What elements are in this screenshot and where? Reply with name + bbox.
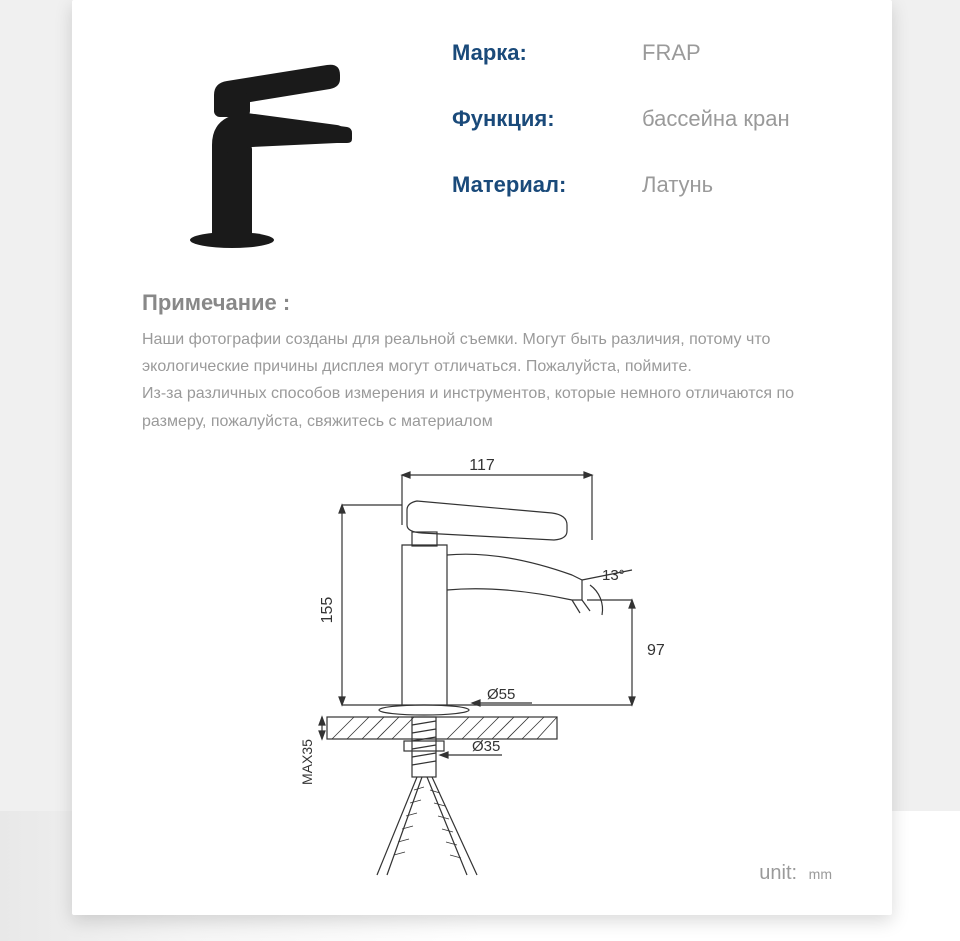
unit-value: mm — [809, 866, 832, 882]
dim-117: 117 — [469, 457, 495, 474]
spec-label-brand: Марка: — [452, 40, 642, 66]
spec-value-material: Латунь — [642, 172, 713, 198]
dim-max35: MAX35 — [299, 739, 315, 785]
note-section: Примечание : Наши фотографии созданы для… — [72, 280, 892, 435]
product-image: Frap — [152, 20, 412, 270]
dimension-diagram: 117 13° — [272, 455, 692, 895]
product-card: Frap Марка: FRAP Функция: бассейна кран … — [72, 0, 892, 915]
dim-o35: Ø35 — [472, 738, 500, 755]
brand-mark: Frap — [227, 64, 250, 76]
spec-label-material: Материал: — [452, 172, 642, 198]
spec-row-material: Материал: Латунь — [452, 172, 832, 198]
note-text-2: Из-за различных способов измерения и инс… — [142, 380, 822, 434]
dim-o55: Ø55 — [487, 686, 515, 703]
unit-label: unit: mm — [759, 862, 832, 885]
note-text-1: Наши фотографии созданы для реальной съе… — [142, 326, 822, 380]
dim-155: 155 — [319, 596, 336, 623]
diagram-section: 117 13° — [72, 455, 892, 915]
spec-row-function: Функция: бассейна кран — [452, 106, 832, 132]
note-title: Примечание : — [142, 290, 822, 316]
unit-text: unit: — [759, 862, 797, 884]
spec-row-brand: Марка: FRAP — [452, 40, 832, 66]
dim-97: 97 — [647, 642, 665, 659]
spec-label-function: Функция: — [452, 106, 642, 132]
spec-value-brand: FRAP — [642, 40, 701, 66]
faucet-icon: Frap — [172, 35, 392, 255]
spec-table: Марка: FRAP Функция: бассейна кран Матер… — [412, 20, 832, 270]
spec-value-function: бассейна кран — [642, 106, 790, 132]
top-section: Frap Марка: FRAP Функция: бассейна кран … — [72, 0, 892, 280]
